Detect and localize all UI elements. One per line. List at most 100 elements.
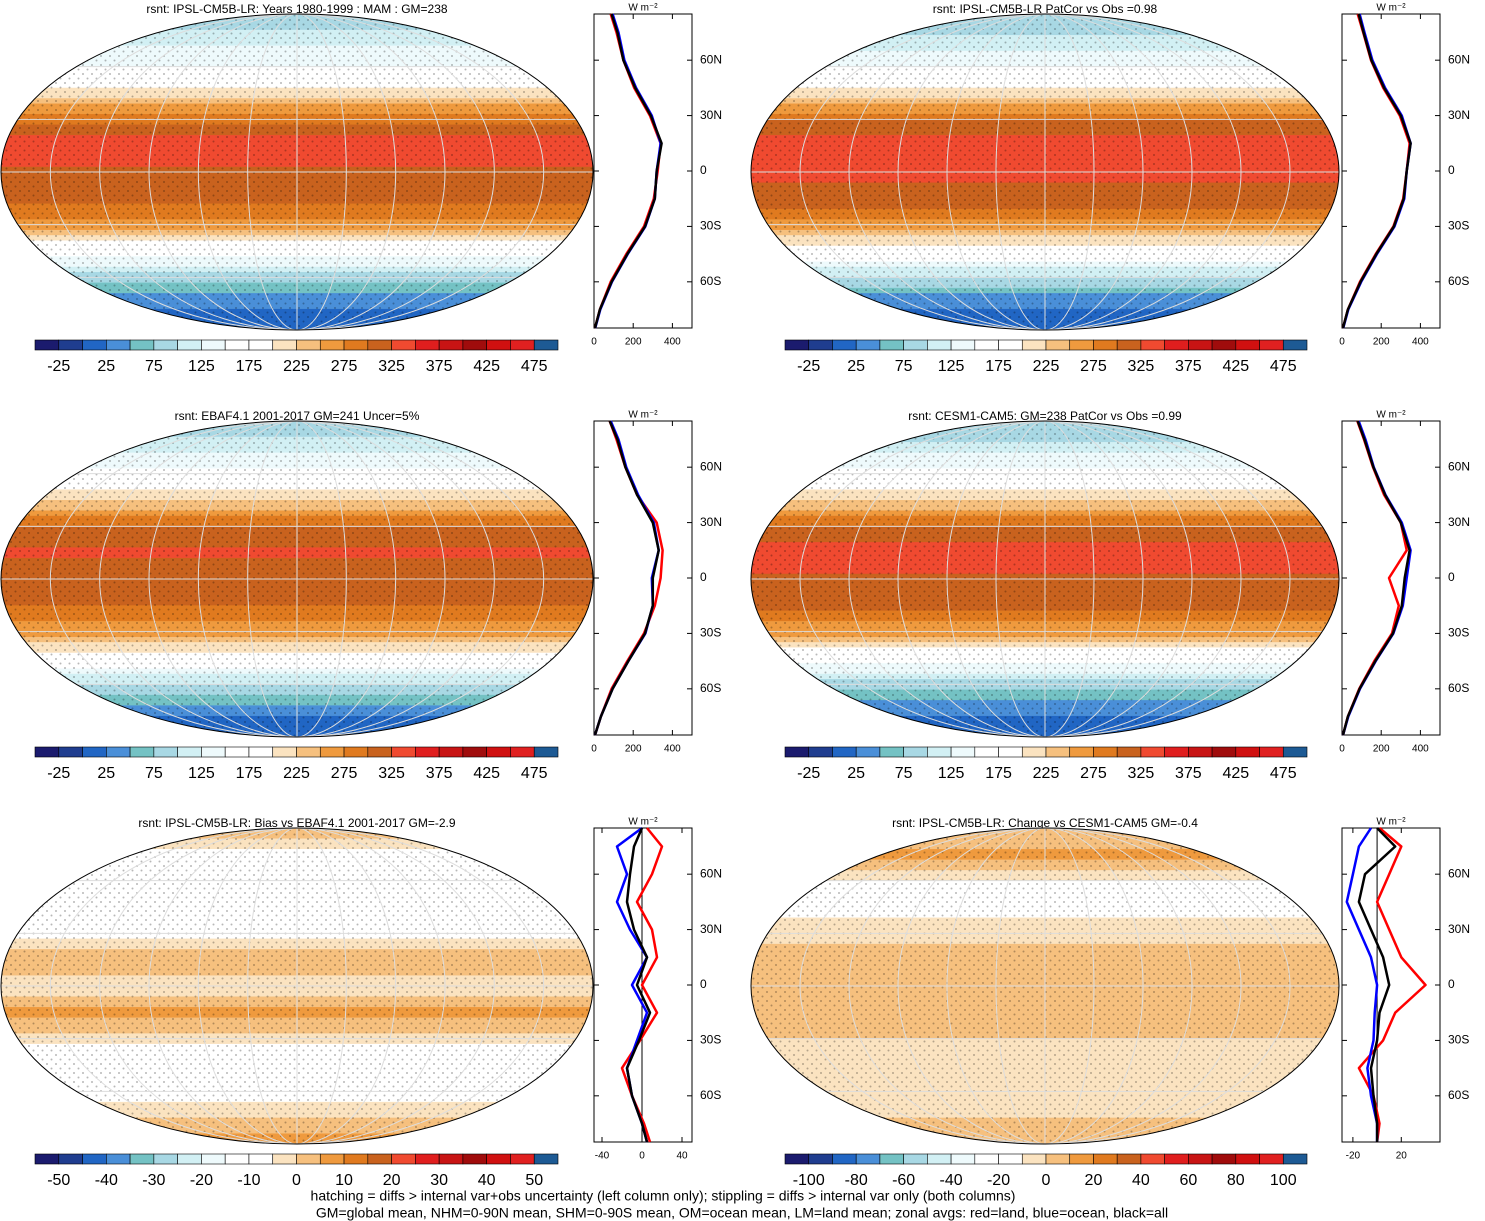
- y-tick-label: 30S: [1448, 626, 1469, 640]
- y-tick-label: 60N: [1448, 866, 1470, 880]
- y-tick-label: 60S: [700, 681, 721, 695]
- colorbar-box: [950, 1153, 976, 1165]
- colorbar-box: [1188, 746, 1213, 758]
- colorbar-label: 50: [525, 1172, 543, 1189]
- footnote: GM=global mean, NHM=0-90N mean, SHM=0-90…: [316, 1205, 1168, 1221]
- zonal-line: [625, 827, 652, 1143]
- colorbar-label: -10: [237, 1172, 260, 1189]
- colorbar-box: [224, 339, 250, 351]
- colorbar-label: 30: [430, 1172, 448, 1189]
- y-tick-label: 30N: [1448, 108, 1470, 122]
- colorbar-box: [82, 339, 107, 351]
- colorbar-box: [1211, 1153, 1237, 1165]
- panel-title: rsnt: IPSL-CM5B-LR PatCor vs Obs =0.98: [933, 2, 1158, 16]
- map-meridian: [995, 14, 1095, 330]
- colorbar-box: [106, 746, 131, 758]
- colorbar-box: [950, 339, 976, 351]
- colorbar-box: [1093, 1153, 1118, 1165]
- y-tick-label: 60N: [1448, 459, 1470, 473]
- colorbar-box: [927, 1153, 952, 1165]
- colorbar-label: 425: [1222, 765, 1249, 782]
- map-meridian: [946, 14, 1144, 330]
- colorbar-label: -100: [793, 1172, 825, 1189]
- map-meridian: [799, 828, 1291, 1144]
- colorbar-box: [855, 339, 881, 351]
- colorbar-label: 225: [283, 765, 310, 782]
- colorbar-label: 375: [426, 358, 453, 375]
- unit-label: W m⁻²: [628, 817, 658, 828]
- colorbar-label: 375: [1175, 765, 1202, 782]
- map-meridian: [197, 421, 397, 737]
- colorbar-label: -30: [142, 1172, 165, 1189]
- colorbar-box: [343, 339, 369, 351]
- colorbar-box: [391, 746, 416, 758]
- zonal-line: [593, 13, 662, 329]
- y-tick-label: 0: [700, 977, 707, 991]
- colorbar-label: 175: [985, 358, 1012, 375]
- colorbar-label: -50: [47, 1172, 70, 1189]
- zonal-frame: [1341, 420, 1441, 736]
- colorbar-label: 425: [1222, 358, 1249, 375]
- colorbar-label: 175: [985, 765, 1012, 782]
- colorbar-box: [201, 339, 226, 351]
- panel-title: rsnt: CESM1-CAM5: GM=238 PatCor vs Obs =…: [908, 409, 1182, 423]
- colorbar-box: [1188, 339, 1213, 351]
- colorbar-box: [879, 339, 904, 351]
- colorbar-box: [1021, 1153, 1047, 1165]
- colorbar-box: [129, 1153, 155, 1165]
- colorbar-box: [224, 746, 250, 758]
- map-meridian: [848, 14, 1242, 330]
- colorbar-label: 425: [473, 358, 500, 375]
- y-tick-label: 0: [1448, 570, 1455, 584]
- colorbar-box: [1282, 1153, 1308, 1165]
- zonal-frame: [593, 13, 693, 329]
- colorbar-box: [201, 1153, 226, 1165]
- zonal-frame: [593, 420, 693, 736]
- colorbar-box: [34, 339, 60, 351]
- colorbar-box: [1045, 1153, 1071, 1165]
- colorbar-label: 225: [283, 358, 310, 375]
- colorbar-box: [367, 746, 392, 758]
- map-meridian: [897, 14, 1193, 330]
- colorbar-box: [510, 1153, 535, 1165]
- colorbar-box: [1021, 746, 1047, 758]
- colorbar-box: [1259, 339, 1284, 351]
- x-tick-label: 20: [1396, 1151, 1408, 1162]
- colorbar-box: [1211, 339, 1237, 351]
- map-border: [0, 13, 594, 331]
- colorbar-box: [272, 746, 297, 758]
- unit-label: W m⁻²: [628, 3, 658, 14]
- zonal-line: [1357, 827, 1427, 1143]
- colorbar-box: [1259, 1153, 1284, 1165]
- colorbar-label: 20: [383, 1172, 401, 1189]
- colorbar-box: [855, 1153, 881, 1165]
- y-tick-label: 30S: [700, 1033, 721, 1047]
- map-meridian: [995, 828, 1095, 1144]
- colorbar-label: 0: [1042, 1172, 1051, 1189]
- map-meridian: [946, 828, 1144, 1144]
- colorbar-box: [784, 339, 810, 351]
- x-tick-label: -20: [1346, 1151, 1361, 1162]
- y-tick-label: 60S: [700, 274, 721, 288]
- colorbar-box: [319, 746, 345, 758]
- map-meridian: [946, 421, 1144, 737]
- colorbar-box: [927, 746, 952, 758]
- colorbar-label: 0: [292, 1172, 301, 1189]
- colorbar-label: 175: [236, 765, 263, 782]
- colorbar-box: [272, 339, 297, 351]
- map-border: [0, 827, 594, 1145]
- colorbar-box: [974, 1153, 999, 1165]
- colorbar-box: [486, 746, 511, 758]
- colorbar-box: [808, 339, 833, 351]
- map-meridian: [799, 14, 1291, 330]
- colorbar-label: 125: [188, 765, 215, 782]
- colorbar-box: [438, 746, 464, 758]
- colorbar-box: [129, 746, 155, 758]
- map-meridian: [197, 828, 397, 1144]
- zonal-line: [593, 13, 663, 329]
- colorbar-box: [1116, 1153, 1142, 1165]
- map-border: [0, 420, 594, 738]
- map-meridian: [799, 421, 1291, 737]
- panel-title: rsnt: EBAF4.1 2001-2017 GM=241 Uncer=5%: [175, 409, 420, 423]
